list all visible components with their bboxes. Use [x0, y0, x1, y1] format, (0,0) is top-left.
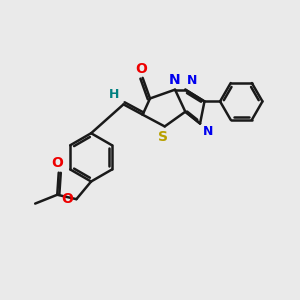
Text: N: N	[169, 73, 181, 87]
Text: O: O	[61, 192, 73, 206]
Text: S: S	[158, 130, 168, 144]
Text: O: O	[51, 156, 63, 170]
Text: N: N	[203, 125, 213, 138]
Text: O: O	[135, 62, 147, 76]
Text: H: H	[109, 88, 119, 101]
Text: N: N	[187, 74, 197, 87]
